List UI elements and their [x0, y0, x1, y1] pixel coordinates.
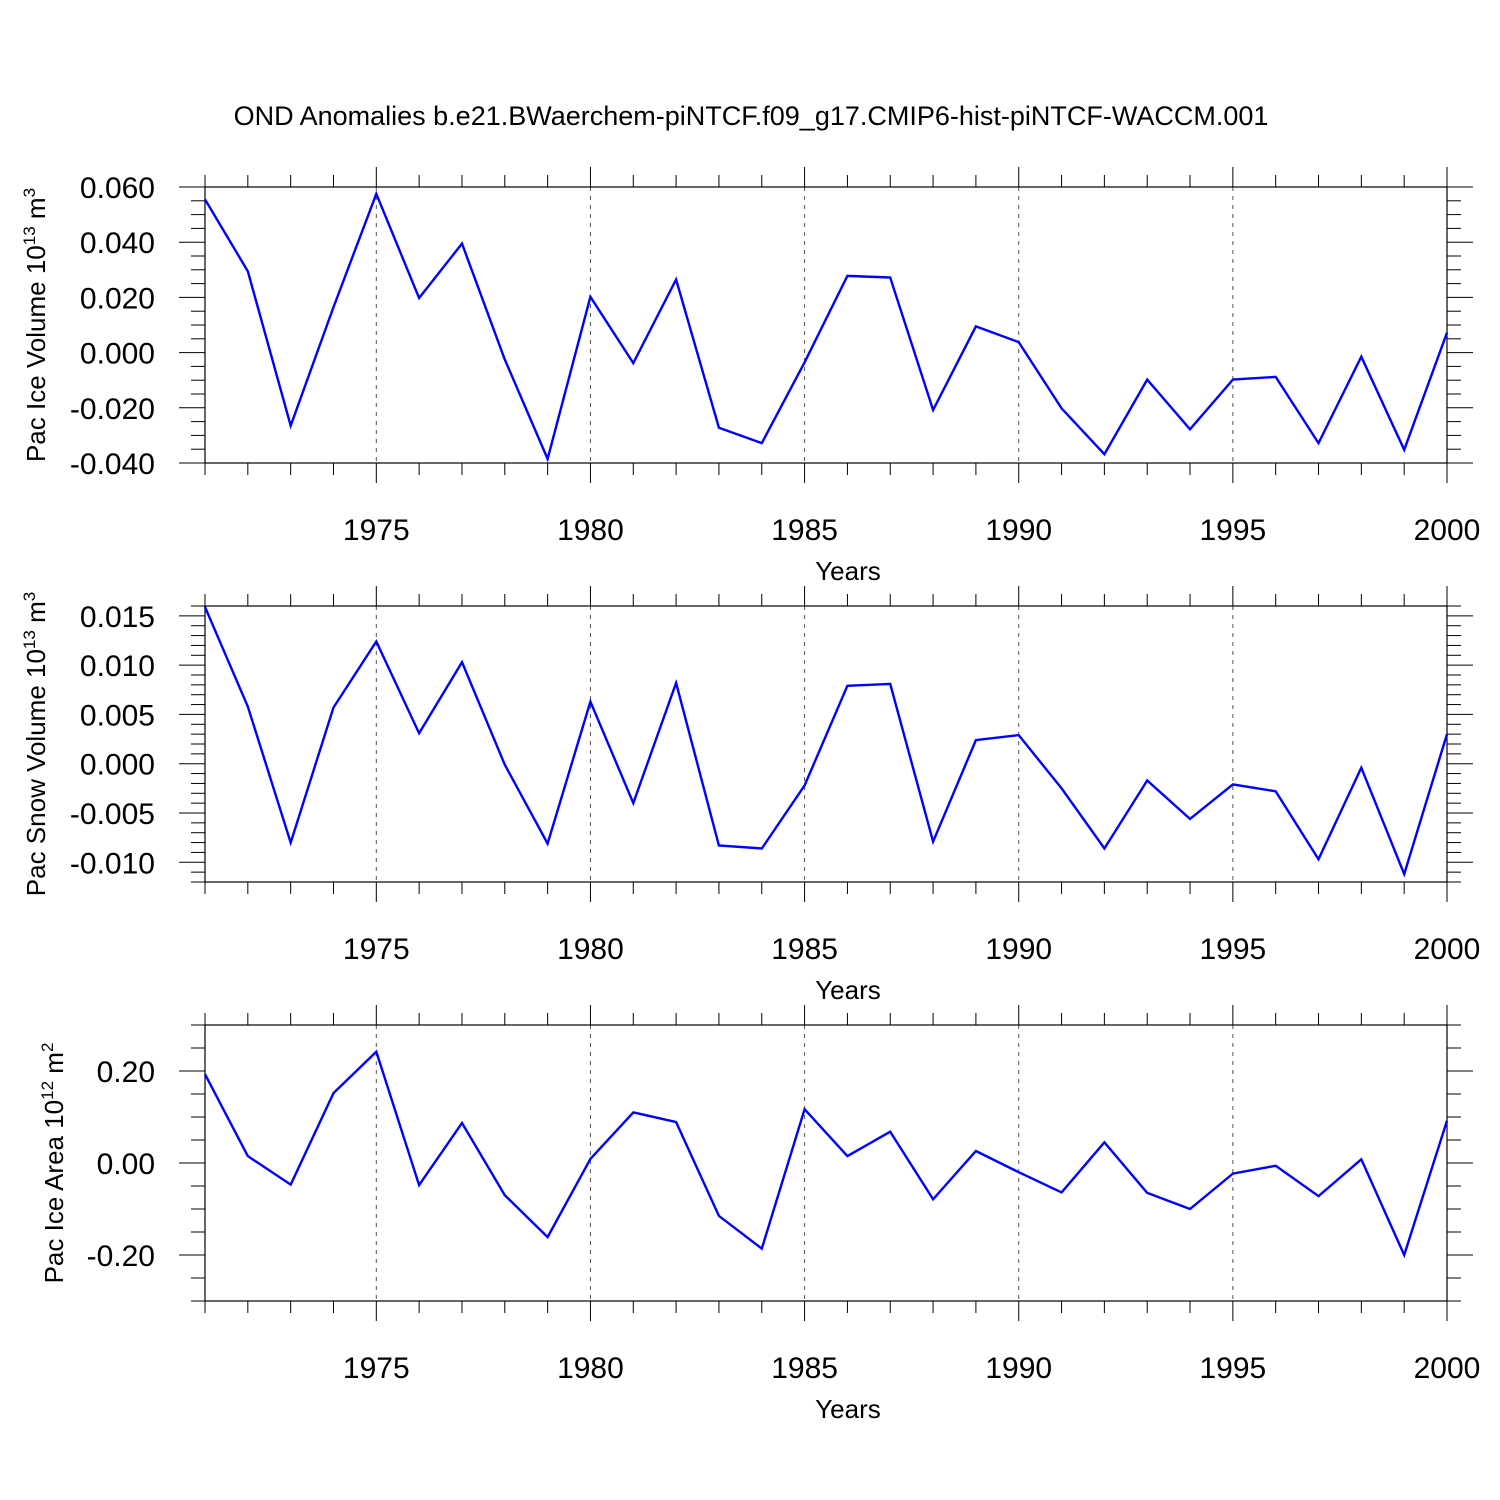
y-axis-title-main: Pac Snow Volume 10: [21, 649, 51, 896]
y-axis-title-exp: 13: [20, 226, 39, 245]
x-tick-label: 1980: [557, 1352, 624, 1385]
x-axis-title: Years: [815, 975, 881, 1005]
y-axis-title-unit-exp: 2: [38, 1043, 57, 1052]
y-axis-title-main: Pac Ice Volume 10: [21, 245, 51, 462]
y-axis-title-main: Pac Ice Area 10: [39, 1100, 69, 1284]
y-axis-title-unit: m: [21, 601, 51, 630]
panel-2: 1975 1980 1985 1990 1995 2000 -0.010 -0.005 0.00…: [20, 586, 1480, 1005]
x-tick-label: 1980: [557, 933, 624, 966]
y-tick-label: 0.000: [80, 749, 155, 782]
y-axis-title: Pac Ice Volume 1013 m3: [20, 188, 51, 462]
y-tick-label: -0.040: [70, 448, 155, 481]
y-tick-label: 0.00: [97, 1148, 155, 1181]
y-tick-label: -0.20: [87, 1240, 155, 1273]
x-tick-label: 2000: [1414, 1352, 1481, 1385]
y-axis-title-unit-exp: 3: [20, 592, 39, 601]
y-axis-title-exp: 13: [20, 630, 39, 649]
x-axis-title: Years: [815, 556, 881, 586]
x-tick-label: 1975: [343, 514, 410, 547]
y-tick-label: 0.005: [80, 699, 155, 732]
x-tick-label: 1985: [771, 1352, 838, 1385]
x-tick-label: 1980: [557, 514, 624, 547]
y-axis-title-unit-exp: 3: [20, 188, 39, 197]
plot-frame: [204, 1024, 1448, 1302]
panel-3: 1975 1980 1985 1990 1995 2000 -0.20 0.00 0.20 Yea…: [38, 1005, 1480, 1424]
y-tick-label: 0.010: [80, 650, 155, 683]
y-axis-title-unit: m: [21, 197, 51, 226]
series-line: [203, 190, 1449, 463]
series-line: [203, 1049, 1449, 1259]
y-axis-title: Pac Ice Area 1012 m2: [38, 1043, 69, 1284]
x-tick-label: 1975: [343, 933, 410, 966]
panel-1: 1975 1980 1985 1990 1995 2000 -0.040 -0.020 0.00…: [20, 167, 1480, 586]
x-tick-label: 2000: [1414, 514, 1481, 547]
x-tick-label: 1995: [1199, 1352, 1266, 1385]
figure-title: OND Anomalies b.e21.BWaerchem-piNTCF.f09…: [234, 101, 1269, 131]
x-tick-label: 1990: [985, 1352, 1052, 1385]
x-tick-label: 1995: [1199, 514, 1266, 547]
y-tick-label: -0.005: [70, 798, 155, 831]
chart-panels: 1975 1980 1985 1990 1995 2000 -0.040 -0.020 0.00…: [20, 167, 1480, 1424]
x-tick-label: 2000: [1414, 933, 1481, 966]
y-tick-label: 0.060: [80, 172, 155, 205]
x-tick-label: 1995: [1199, 933, 1266, 966]
series-line: [203, 606, 1449, 878]
y-tick-label: -0.010: [70, 847, 155, 880]
y-tick-label: 0.040: [80, 227, 155, 260]
y-tick-label: 0.20: [97, 1056, 155, 1089]
y-tick-label: 0.000: [80, 338, 155, 371]
x-tick-label: 1990: [985, 514, 1052, 547]
x-tick-label: 1985: [771, 514, 838, 547]
y-tick-label: -0.020: [70, 393, 155, 426]
x-tick-label: 1985: [771, 933, 838, 966]
y-tick-label: 0.015: [80, 601, 155, 634]
x-tick-label: 1990: [985, 933, 1052, 966]
y-axis-title: Pac Snow Volume 1013 m3: [20, 592, 51, 896]
y-tick-label: 0.020: [80, 282, 155, 315]
y-axis-title-unit: m: [39, 1052, 69, 1081]
x-axis-title: Years: [815, 1394, 881, 1424]
x-tick-label: 1975: [343, 1352, 410, 1385]
y-axis-title-exp: 12: [38, 1081, 57, 1100]
plot-frame: [204, 605, 1448, 883]
